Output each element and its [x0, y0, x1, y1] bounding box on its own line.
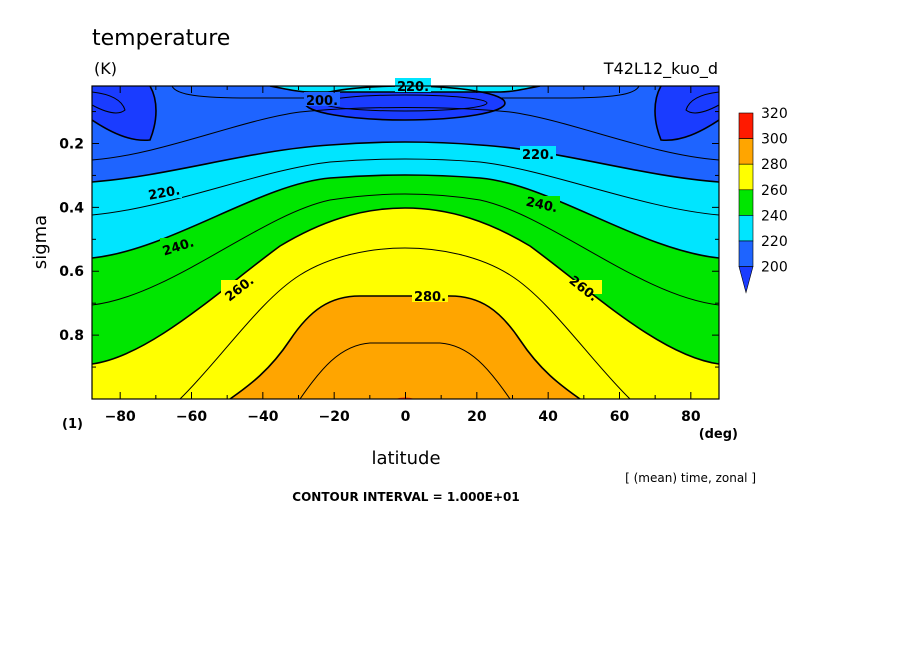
colorbar-label: 300: [761, 132, 788, 148]
band-below-200-center: [305, 86, 505, 120]
clabel-bg: [160, 238, 196, 252]
colorbar-swatch: [738, 138, 754, 165]
x-tick-label: 60: [610, 409, 630, 425]
colorbar-swatch: [738, 163, 754, 191]
contour-280: [229, 295, 581, 399]
colorbar-label: 200: [761, 260, 788, 276]
x-axis-label: latitude: [371, 448, 440, 469]
contour-220: [92, 141, 719, 183]
contour-250: [92, 193, 719, 306]
contour-label: 220.: [147, 183, 181, 203]
x-tick-label: −40: [247, 409, 278, 425]
x-tick-label: 20: [467, 409, 487, 425]
x-unit-label: (deg): [699, 427, 738, 442]
averaging-note: [ (mean) time, zonal ]: [625, 471, 756, 485]
contour-label: 220.: [397, 80, 429, 95]
x-axis: −80 −60 −40 −20 0 20 40 60 80: [105, 86, 701, 425]
x-tick-label: 80: [681, 409, 701, 425]
colorbar-label: 240: [761, 208, 788, 224]
clabel-bg: [304, 92, 340, 106]
x-tick-label: 0: [401, 409, 411, 425]
contour-label: 240.: [524, 195, 558, 216]
contour-200-north: [654, 86, 719, 142]
y-tick-label: 0.8: [59, 328, 84, 344]
contour-label: 220.: [522, 148, 554, 163]
colorbar-label: 220: [761, 234, 788, 250]
contour-230: [92, 158, 719, 216]
experiment-label: T42L12_kuo_d: [603, 59, 718, 79]
contour-270: [179, 247, 631, 399]
clabel-bg: [221, 280, 257, 294]
colorbar: 320 300 280 260 240 220 200: [738, 106, 788, 294]
band-below-200-north: [655, 86, 719, 141]
clabel-bg: [566, 280, 602, 294]
contour-210: [92, 107, 719, 161]
contour-190-south: [92, 91, 126, 114]
clabel-bg: [524, 196, 560, 210]
colorbar-swatch: [738, 189, 754, 216]
contour-labels: 220. 200. 220. 220. 240. 240. 260. 280. …: [146, 78, 602, 305]
contour-190-north: [685, 91, 719, 114]
clabel-bg: [395, 78, 431, 92]
chart-title: temperature: [92, 26, 230, 51]
x-tick-label: −80: [105, 409, 136, 425]
clabel-bg: [146, 184, 182, 198]
colorbar-swatch: [738, 215, 754, 242]
colorbar-extend-min: [738, 266, 754, 294]
contour-200-south: [92, 86, 157, 142]
x-tick-label: −20: [319, 409, 350, 425]
contour-290: [299, 342, 511, 399]
colorbar-label: 320: [761, 106, 788, 122]
band-280-300: [230, 296, 580, 399]
y-unit-label: (1): [62, 417, 83, 432]
band-below-200-south: [92, 86, 156, 141]
contour-label: 200.: [306, 94, 338, 109]
contour-260: [92, 207, 719, 365]
filled-contours: [92, 86, 719, 399]
plot-area: 220. 200. 220. 220. 240. 240. 260. 280. …: [91, 78, 720, 400]
colorbar-swatch: [738, 240, 754, 267]
clabel-bg: [520, 146, 556, 160]
clabel-bg: [412, 288, 448, 302]
colorbar-label: 280: [761, 157, 788, 173]
contour-210-top-right: [500, 86, 640, 99]
contour-240: [92, 174, 719, 259]
x-tick-label: 40: [538, 409, 558, 425]
chart-units: (K): [94, 59, 117, 78]
y-tick-label: 0.6: [59, 264, 84, 280]
colorbar-swatch: [738, 112, 754, 139]
y-axis: 0.2 0.4 0.6 0.8: [59, 111, 719, 368]
y-tick-label: 0.4: [59, 200, 84, 216]
x-tick-label: −60: [176, 409, 207, 425]
contour-interval-note: CONTOUR INTERVAL = 1.000E+01: [292, 490, 519, 504]
y-axis-label: sigma: [30, 215, 51, 269]
colorbar-label: 260: [761, 183, 788, 199]
y-tick-label: 0.2: [59, 136, 84, 152]
contour-label: 280.: [414, 290, 446, 305]
contour-210-top-left: [171, 86, 310, 99]
